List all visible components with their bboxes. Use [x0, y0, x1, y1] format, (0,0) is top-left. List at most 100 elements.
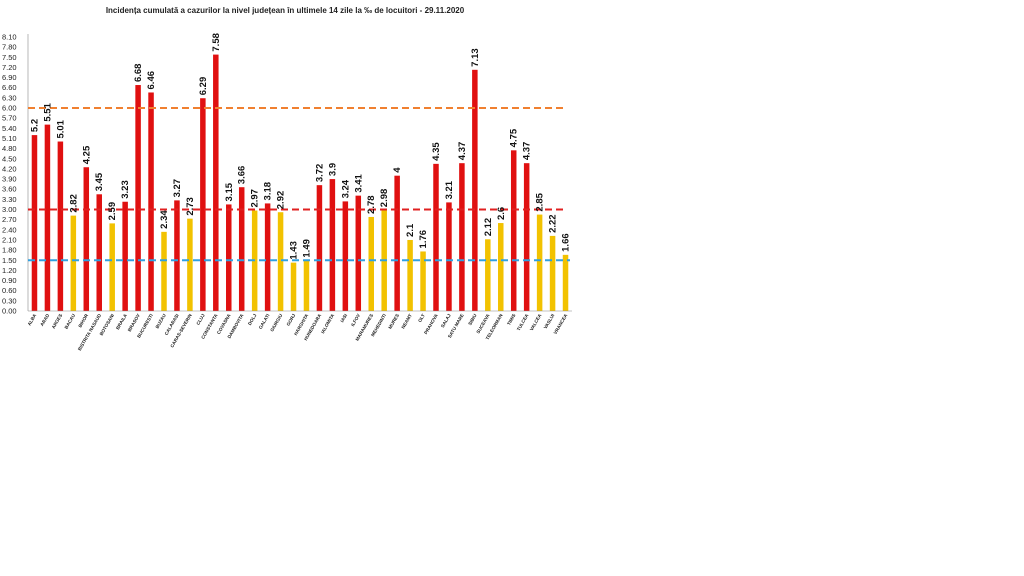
data-label: 3.41 — [353, 173, 364, 192]
x-tick-label: CLUJ — [195, 313, 206, 326]
x-tick-label: MURES — [387, 313, 400, 330]
y-tick-label: 0.30 — [2, 296, 17, 305]
bar-suceava — [485, 239, 491, 311]
bar-iasi — [342, 201, 349, 311]
x-tick-label: GORJ — [286, 313, 297, 327]
x-tick-label: NEAMT — [400, 313, 413, 330]
data-label: 2.92 — [276, 191, 287, 210]
bar-botosani — [109, 223, 115, 311]
data-label: 2.22 — [548, 214, 559, 233]
data-label: 3.24 — [340, 179, 351, 198]
bar-calarasi — [174, 200, 180, 311]
data-label: 3.72 — [314, 164, 325, 183]
data-label: 6.29 — [198, 77, 209, 96]
y-tick-label: 2.40 — [2, 225, 17, 234]
bar-brasov — [135, 85, 141, 311]
data-label: 2.97 — [250, 189, 261, 208]
data-label: 2.34 — [159, 210, 170, 229]
data-label: 2.73 — [185, 197, 196, 216]
y-tick-label: 3.30 — [2, 195, 17, 204]
y-tick-label: 0.60 — [2, 286, 17, 295]
bar-ilfov — [355, 195, 362, 311]
bar-satu-mare — [459, 163, 465, 311]
data-label: 3.18 — [263, 182, 274, 201]
data-label: 4.75 — [509, 128, 520, 147]
bar-neamt — [407, 239, 413, 311]
x-tick-label: BACAU — [64, 312, 77, 329]
data-label: 2.98 — [379, 189, 390, 208]
bar-timis — [510, 150, 517, 311]
x-tick-label: TULCEA — [516, 312, 530, 331]
data-label: 3.15 — [224, 182, 235, 201]
data-label: 4.35 — [431, 142, 442, 161]
y-tick-label: 3.00 — [2, 205, 17, 214]
y-tick-label: 6.30 — [2, 93, 17, 102]
x-tick-label: BIHOR — [77, 312, 89, 328]
data-label: 3.21 — [444, 180, 455, 199]
bar-gorj — [290, 262, 297, 311]
bar-valcea — [536, 214, 543, 311]
bar-bucuresti — [148, 92, 154, 312]
data-label: 7.58 — [211, 33, 222, 52]
bar-cluj — [200, 98, 206, 311]
data-label: 1.66 — [561, 233, 572, 252]
data-label: 4.25 — [81, 145, 92, 164]
bar-salaj — [446, 202, 452, 311]
chart-title: Incidența cumulată a cazurilor la nivel … — [106, 6, 465, 15]
y-tick-label: 2.10 — [2, 235, 17, 244]
y-tick-label: 1.20 — [2, 266, 17, 275]
data-label: 2.6 — [496, 207, 507, 220]
y-tick-label: 0.90 — [2, 276, 17, 285]
data-labels: 5.25.515.01 2.82 4.253.452.593.23 6.68 6.46 2… — [29, 33, 571, 260]
x-tick-label: GIURGIU — [269, 312, 283, 332]
data-label: 6.46 — [146, 71, 157, 90]
data-label: 4.37 — [457, 142, 468, 161]
y-tick-label: 5.40 — [2, 124, 17, 133]
x-tick-label: DOLJ — [247, 313, 258, 326]
bar-tulcea — [523, 163, 530, 311]
y-tick-label: 4.50 — [2, 154, 17, 163]
data-label: 3.45 — [94, 172, 105, 191]
data-label: 6.68 — [133, 64, 144, 83]
bar-vaslui — [549, 235, 556, 311]
y-tick-label: 6.90 — [2, 73, 17, 82]
bar-constanta — [213, 54, 219, 312]
y-tick-label: 7.80 — [2, 43, 17, 52]
bar-buzau — [161, 231, 167, 311]
bar-teleorman — [498, 223, 504, 311]
bar-sibiu — [472, 69, 478, 311]
bar-bacau — [70, 215, 77, 311]
bar-vrancea — [562, 254, 569, 311]
bar-arges — [57, 141, 64, 311]
data-label: 3.66 — [237, 166, 248, 185]
x-tick-label: GALATI — [258, 313, 271, 330]
x-tick-label: BRAILA — [115, 312, 128, 330]
x-tick-label: ILFOV — [350, 312, 362, 327]
y-tick-label: 8.10 — [2, 33, 17, 42]
bar-maramures — [368, 216, 374, 311]
x-tick-label: OLT — [417, 313, 426, 323]
y-tick-label: 4.80 — [2, 144, 17, 153]
y-axis: 0.00 0.300.600.901.201.501.80 2.102.402.70… — [2, 33, 29, 316]
data-label: 2.78 — [366, 195, 377, 214]
data-label: 2.85 — [535, 192, 546, 211]
bar-harghita — [303, 260, 310, 311]
x-tick-label: IALOMITA — [320, 312, 336, 334]
bar-prahova — [433, 163, 439, 311]
x-tick-label: BUZAU — [154, 312, 167, 329]
y-tick-label: 6.60 — [2, 83, 17, 92]
y-tick-label: 4.20 — [2, 164, 17, 173]
data-label: 1.43 — [289, 241, 300, 260]
threshold-lines — [28, 107, 570, 262]
bar-galati — [264, 203, 271, 311]
data-label: 2.1 — [405, 223, 416, 237]
bar-bihor — [83, 167, 90, 311]
y-tick-label: 5.10 — [2, 134, 17, 143]
bar-mures — [394, 175, 400, 311]
bar-alba — [31, 135, 38, 311]
data-label: 3.23 — [120, 180, 131, 199]
bar-hunedoara — [316, 185, 323, 311]
bar-bistrita-nasaud — [96, 194, 102, 311]
